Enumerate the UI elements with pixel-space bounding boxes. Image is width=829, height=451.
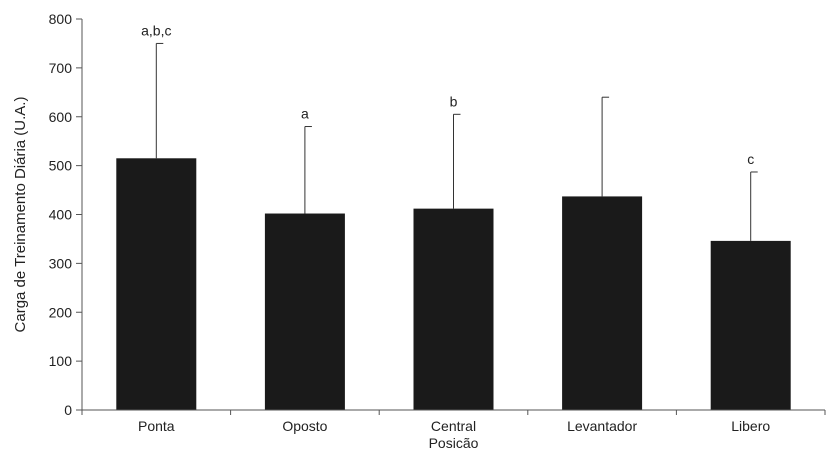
bar-oposto [264, 213, 345, 410]
y-tick-label: 300 [49, 255, 73, 271]
y-axis-ticks: 0 100 200 300 400 500 600 700 800 [49, 11, 82, 418]
error-bars-layer [155, 42, 758, 241]
significance-label: a [301, 106, 309, 122]
error-bar [601, 96, 610, 197]
annotations-layer: a,b,c a b c [141, 22, 754, 167]
x-axis-ticks: Ponta Oposto Central Levantador Libero [81, 410, 826, 434]
error-bar [155, 42, 164, 159]
y-tick-label: 100 [49, 353, 73, 369]
x-tick-label: Central [431, 418, 476, 434]
y-tick-label: 400 [49, 207, 73, 223]
bar-libero [710, 240, 791, 410]
x-tick-label: Levantador [567, 418, 637, 434]
y-tick-label: 700 [49, 60, 73, 76]
significance-label: c [747, 151, 754, 167]
y-tick-label: 500 [49, 158, 73, 174]
x-tick-label: Libero [731, 418, 770, 434]
x-tick-label: Ponta [138, 418, 175, 434]
bar-ponta [116, 158, 197, 410]
y-tick-label: 800 [49, 11, 73, 27]
y-axis-title: Carga de Treinamento Diária (U.A.) [12, 97, 29, 333]
error-bar [453, 113, 461, 209]
bars-layer [116, 158, 791, 410]
error-bar [750, 171, 758, 241]
y-tick-label: 0 [64, 402, 72, 418]
bar-levantador [562, 196, 643, 410]
significance-label: b [450, 93, 458, 109]
y-tick-label: 200 [49, 304, 73, 320]
significance-label: a,b,c [141, 22, 171, 38]
bar-central [413, 208, 494, 410]
x-tick-label: Oposto [282, 418, 327, 434]
error-bar [304, 126, 312, 214]
x-axis-title: Posicão [429, 435, 479, 451]
y-tick-label: 600 [49, 109, 73, 125]
